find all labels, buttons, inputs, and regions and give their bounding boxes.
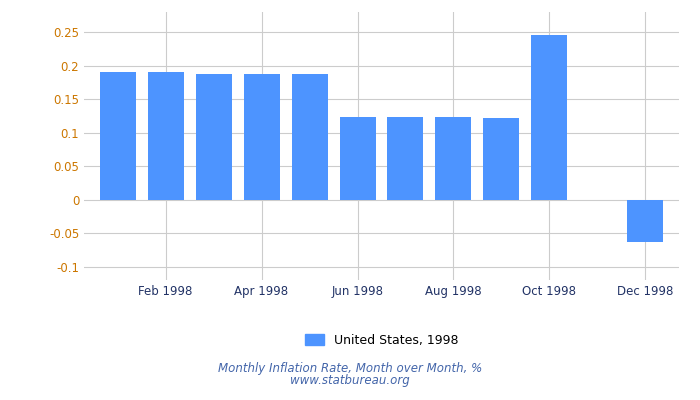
Bar bbox=[531, 36, 568, 200]
Bar bbox=[388, 116, 423, 200]
Bar bbox=[340, 116, 375, 200]
Text: www.statbureau.org: www.statbureau.org bbox=[290, 374, 410, 387]
Bar bbox=[291, 74, 328, 200]
Legend: United States, 1998: United States, 1998 bbox=[300, 329, 463, 352]
Bar bbox=[99, 72, 136, 200]
Bar bbox=[627, 200, 664, 242]
Bar bbox=[484, 118, 519, 200]
Bar bbox=[195, 74, 232, 200]
Bar bbox=[148, 72, 183, 200]
Bar bbox=[244, 74, 279, 200]
Bar bbox=[435, 116, 472, 200]
Text: Monthly Inflation Rate, Month over Month, %: Monthly Inflation Rate, Month over Month… bbox=[218, 362, 482, 375]
